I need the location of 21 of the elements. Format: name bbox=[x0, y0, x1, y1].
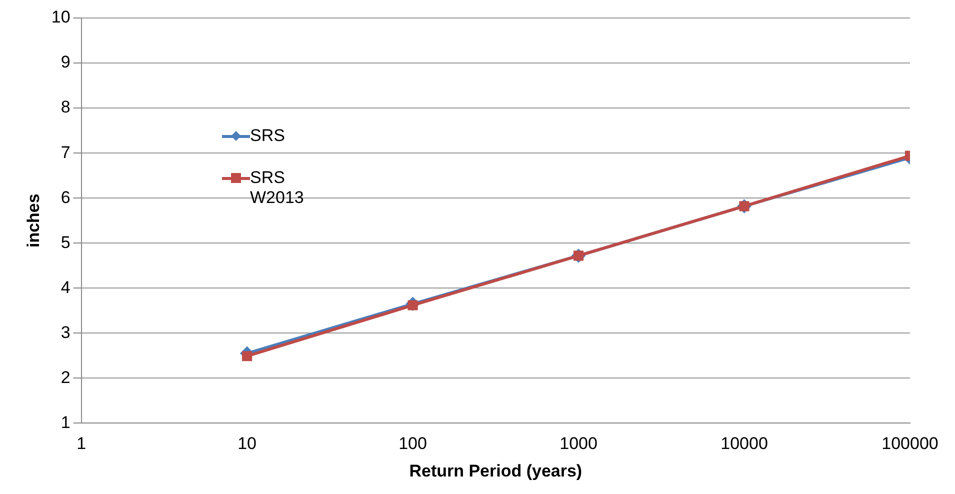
x-axis-title: Return Period (years) bbox=[409, 461, 582, 480]
y-tick-label: 7 bbox=[60, 142, 70, 162]
y-tick-label: 10 bbox=[51, 8, 70, 27]
y-axis-title: inches bbox=[24, 194, 43, 248]
legend-label: SRS W2013 bbox=[250, 168, 305, 208]
point bbox=[242, 351, 252, 362]
y-tick-label: 1 bbox=[60, 412, 70, 432]
y-tick-label: 4 bbox=[60, 278, 70, 297]
y-tick-label: 9 bbox=[60, 52, 70, 72]
y-tick-label: 6 bbox=[60, 188, 70, 207]
x-tick-label: 100000 bbox=[882, 434, 938, 454]
y-tick-label: 3 bbox=[60, 322, 70, 342]
x-tick-label: 10000 bbox=[720, 434, 768, 454]
y-tick-label: 5 bbox=[60, 232, 70, 252]
x-tick-label: 100 bbox=[398, 434, 427, 454]
x-tick-label: 10 bbox=[238, 434, 257, 454]
y-tick-label: 2 bbox=[60, 368, 70, 387]
x-tick-label: 1000 bbox=[560, 434, 598, 454]
legend-label: SRS bbox=[250, 126, 286, 146]
y-tick-label: 8 bbox=[60, 98, 70, 117]
x-tick-label: 1 bbox=[76, 434, 86, 454]
